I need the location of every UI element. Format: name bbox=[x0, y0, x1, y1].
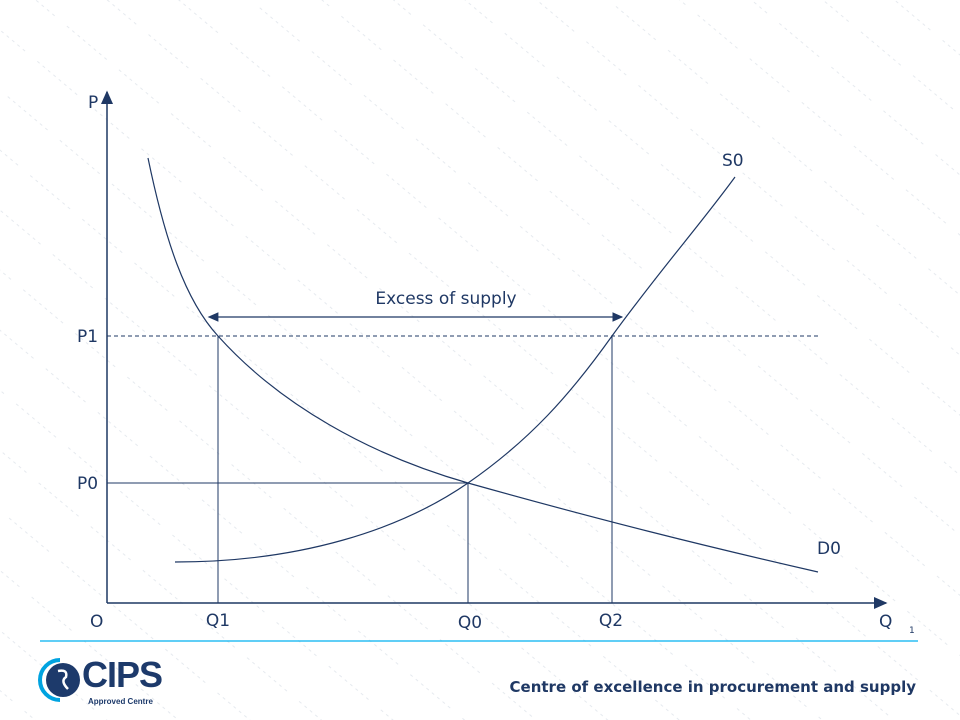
p1-label: P1 bbox=[77, 327, 98, 347]
cips-emblem-icon bbox=[38, 658, 80, 702]
p-axis-label: P bbox=[88, 93, 98, 113]
d0-label: D0 bbox=[817, 539, 841, 559]
q1-label: Q1 bbox=[206, 611, 230, 631]
page-number: 1 bbox=[909, 626, 915, 636]
logo-subtext: Approved Centre bbox=[88, 697, 153, 706]
s0-label: S0 bbox=[722, 151, 744, 171]
p0-label: P0 bbox=[77, 474, 98, 494]
cips-logo: CIPS Approved Centre bbox=[38, 655, 168, 710]
origin-label: O bbox=[90, 612, 103, 632]
footer-tagline: Centre of excellence in procurement and … bbox=[509, 678, 916, 696]
q2-label: Q2 bbox=[599, 611, 623, 631]
supply-curve bbox=[174, 176, 736, 563]
excess-supply-label: Excess of supply bbox=[375, 289, 516, 309]
q-axis-label: Q bbox=[879, 612, 892, 632]
logo-text: CIPS bbox=[82, 654, 163, 695]
demand-curve bbox=[147, 157, 819, 573]
q0-label: Q0 bbox=[458, 613, 482, 633]
